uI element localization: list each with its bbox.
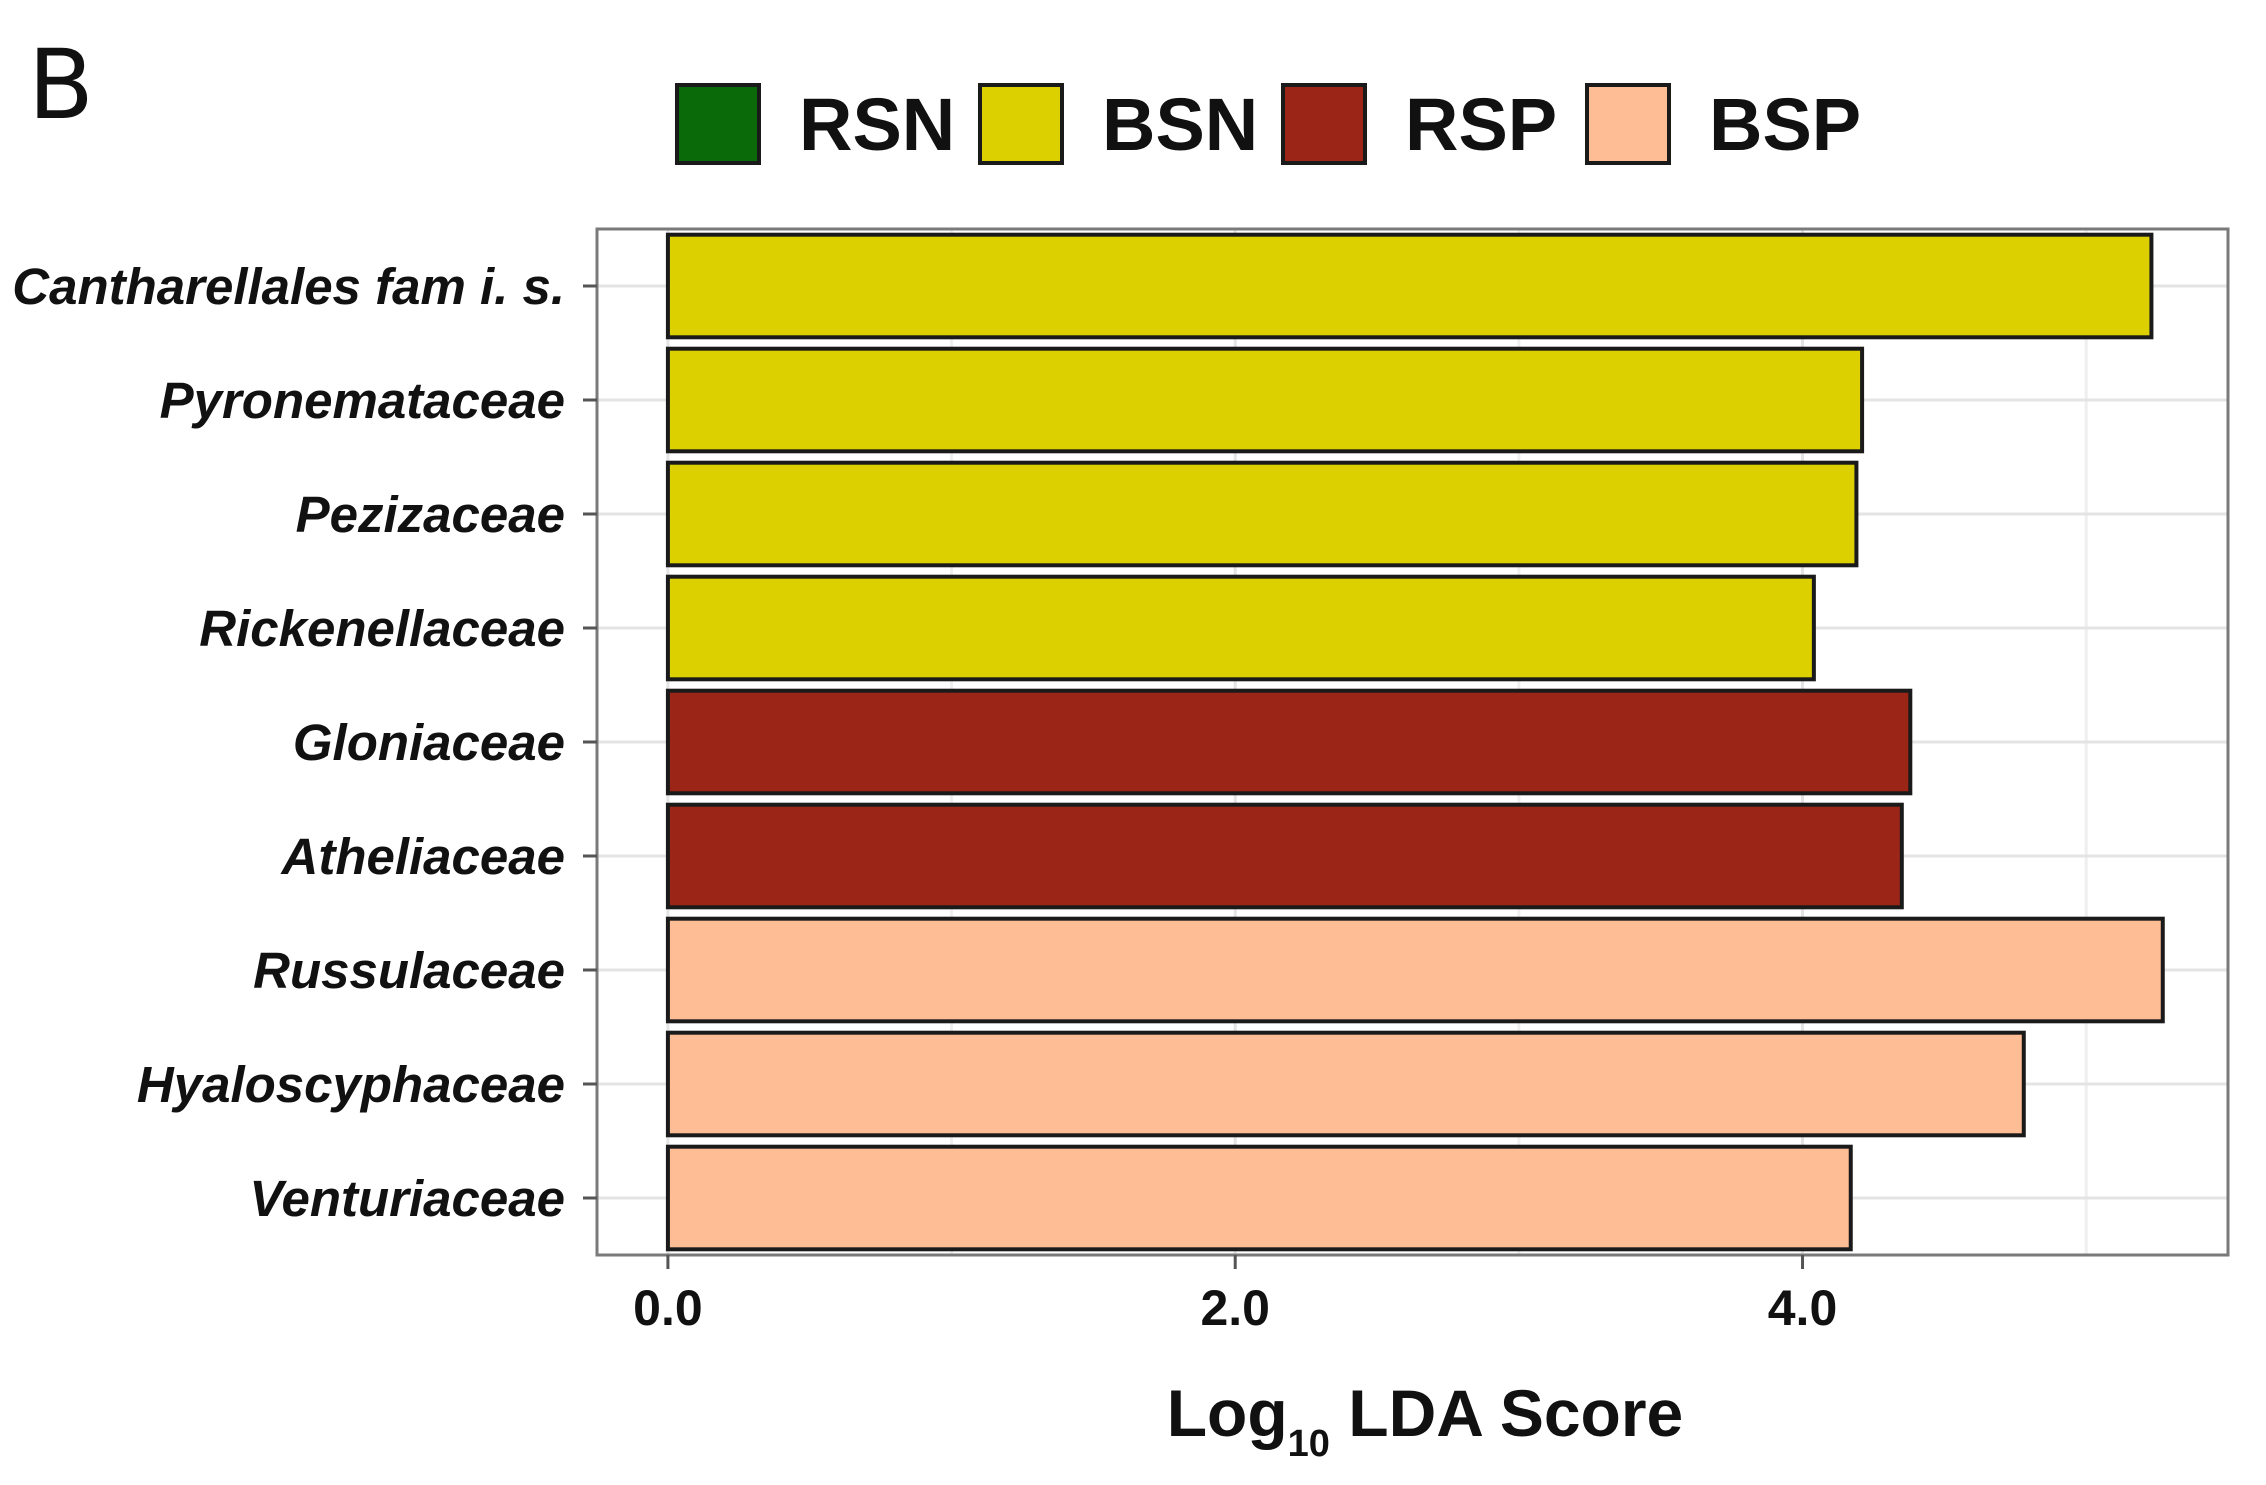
bar-cantharellales-fam-i-s [665,232,2154,340]
x-axis-title-subscript: 10 [1288,1423,1330,1465]
bar-venturiaceae [665,1144,1853,1252]
legend-swatch-rsn [675,83,761,165]
legend-swatch-bsn [978,83,1064,165]
bar-russulaceae [665,916,2165,1024]
category-label: Pyronemataceae [160,372,565,429]
panel-label: B [28,29,94,141]
legend-label-bsn: BSN [1102,83,1258,166]
category-label: Russulaceae [253,942,565,999]
x-tick-label: 0.0 [633,1280,703,1336]
bar-rickenellaceae [665,574,1816,682]
bar-pyronemataceae [665,346,1865,454]
category-label: Venturiaceae [249,1170,565,1227]
x-axis-title-main: Log [1167,1376,1288,1450]
category-label: Cantharellales fam i. s. [12,258,565,315]
category-label: Rickenellaceae [199,600,565,657]
legend-label-rsp: RSP [1405,83,1557,166]
bars [665,232,2165,1252]
x-tick-label: 4.0 [1768,1280,1838,1336]
bar-pezizaceae [665,460,1859,568]
bar-gloniaceae [665,688,1913,796]
legend-swatch-bsp [1585,83,1671,165]
bar-atheliaceae [665,802,1904,910]
x-tick-label: 2.0 [1200,1280,1270,1336]
category-labels: Cantharellales fam i. s. Pyronemataceae Pe… [12,258,597,1227]
legend: RSN BSN RSP BSP [675,83,1861,166]
legend-label-rsn: RSN [799,83,955,166]
x-axis-title-rest: LDA Score [1330,1376,1683,1450]
x-axis-ticks: 0.0 2.0 4.0 [633,1255,1837,1336]
bar-hyaloscyphaceae [665,1030,2026,1138]
category-label: Gloniaceae [293,714,565,771]
category-label: Atheliaceae [280,828,566,885]
legend-label-bsp: BSP [1709,83,1861,166]
category-label: Hyaloscyphaceae [137,1056,565,1113]
x-axis-title: Log10 LDA Score [1167,1376,1684,1465]
category-label: Pezizaceae [296,486,565,543]
legend-swatch-rsp [1281,83,1367,165]
plot-area [595,227,2230,1257]
